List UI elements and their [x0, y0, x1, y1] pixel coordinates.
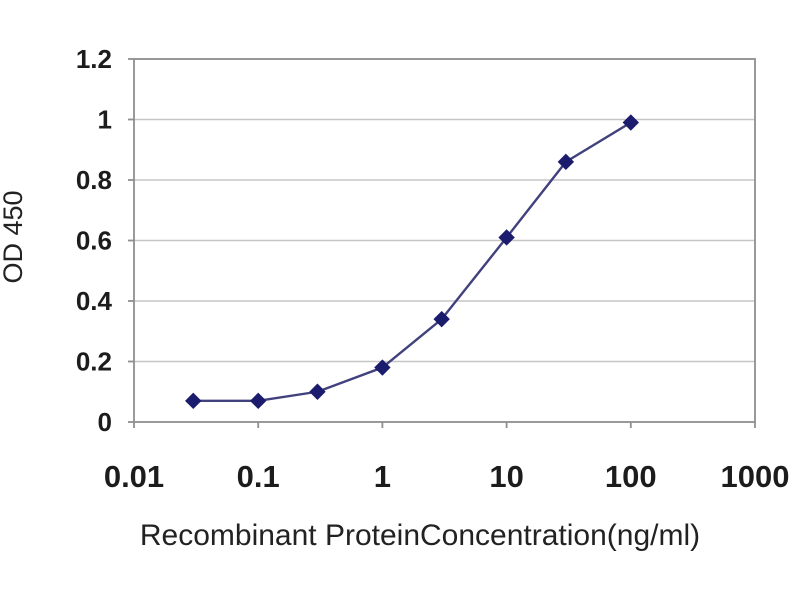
y-tick-label: 0.4 — [76, 286, 113, 316]
y-tick-label: 1.2 — [76, 44, 112, 74]
x-tick-label: 100 — [605, 459, 657, 494]
data-point-marker — [433, 310, 450, 328]
data-point-marker — [309, 383, 326, 400]
x-axis-title: Recombinant ProteinConcentration(ng/ml) — [140, 519, 700, 552]
data-point-marker — [498, 229, 515, 246]
x-tick-label: 0.01 — [104, 459, 164, 494]
y-axis-title: OD 450 — [0, 190, 28, 283]
data-point-marker — [622, 114, 640, 131]
x-tick-label: 1 — [374, 459, 391, 494]
x-tick-label: 0.1 — [237, 459, 280, 494]
data-series — [185, 114, 640, 410]
data-point-marker — [374, 359, 391, 376]
data-point-marker — [249, 392, 267, 410]
data-point-marker — [185, 392, 202, 410]
tick-marks — [128, 58, 756, 428]
series-line — [192, 121, 632, 403]
y-tick-label: 0.6 — [76, 226, 112, 256]
y-tick-label: 0.2 — [76, 347, 112, 377]
x-tick-label: 1000 — [721, 459, 790, 494]
x-tick-label: 10 — [489, 459, 523, 494]
y-tick-label: 1 — [98, 105, 112, 135]
data-point-marker — [557, 153, 575, 171]
tick-labels: 0.01 0.1 1 10 100 1000 0 0.2 0.4 0.6 0.8 1 1.2 — [76, 44, 790, 494]
y-tick-label: 0 — [98, 407, 112, 437]
y-tick-label: 0.8 — [76, 165, 112, 195]
